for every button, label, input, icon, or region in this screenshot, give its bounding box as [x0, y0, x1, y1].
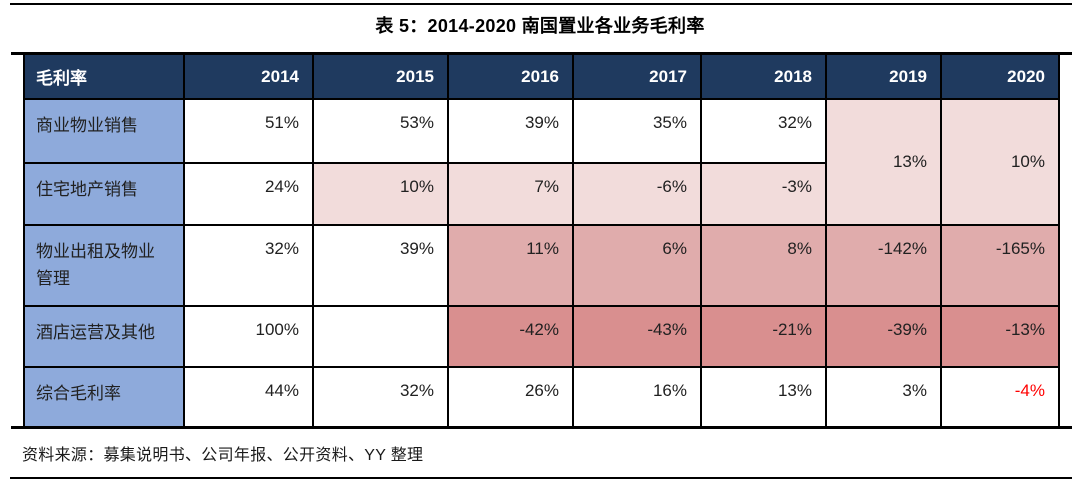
column-header-2020: 2020: [940, 55, 1060, 100]
table-top-rule: [11, 52, 1072, 55]
data-cell: -13%: [940, 305, 1060, 368]
data-cell: 3%: [825, 366, 942, 426]
column-header-2018: 2018: [700, 55, 827, 100]
data-cell: 24%: [183, 162, 314, 226]
data-cell: 44%: [183, 366, 314, 426]
data-cell: -43%: [572, 305, 702, 368]
data-cell: 39%: [447, 98, 574, 164]
data-cell: 10%: [312, 162, 449, 226]
table-title: 表 5：2014-2020 南国置业各业务毛利率: [375, 16, 705, 36]
data-cell: 100%: [183, 305, 314, 368]
table-row-commercial-property-sales: 商业物业销售 51% 53% 39% 35% 32% 13% 10%: [23, 98, 1060, 226]
data-cell: [312, 305, 449, 368]
data-cell: -39%: [825, 305, 942, 368]
column-header-metric: 毛利率: [23, 55, 185, 100]
data-cell-negative: -4%: [940, 366, 1060, 426]
column-header-2014: 2014: [183, 55, 314, 100]
table-header-row: 毛利率 2014 2015 2016 2017 2018 2019 2020: [23, 55, 1060, 100]
data-cell: 7%: [447, 162, 574, 226]
data-cell: 32%: [700, 98, 827, 164]
data-cell: 51%: [183, 98, 314, 164]
row-label: 酒店运营及其他: [23, 305, 185, 368]
data-cell: 35%: [572, 98, 702, 164]
row-label: 住宅地产销售: [23, 162, 185, 226]
data-cell: 16%: [572, 366, 702, 426]
column-header-2019: 2019: [825, 55, 942, 100]
table-row-residential-real-estate-sales: 住宅地产销售 24% 10% 7% -6% -3%: [23, 162, 1059, 226]
data-cell: 32%: [312, 366, 449, 426]
table-row-property-leasing-and-management: 物业出租及物业管理 32% 39% 11% 6% 8% -142% -165%: [23, 224, 1060, 307]
data-cell: 11%: [447, 224, 574, 307]
table-row-overall-gross-margin: 综合毛利率 44% 32% 26% 16% 13% 3% -4%: [23, 366, 1060, 426]
bottom-divider: [10, 477, 1072, 479]
data-cell-merged-2019: 13%: [825, 98, 942, 226]
data-cell: 8%: [700, 224, 827, 307]
row-label: 商业物业销售: [23, 98, 185, 164]
data-cell: 39%: [312, 224, 449, 307]
data-cell: 13%: [700, 366, 827, 426]
column-header-2016: 2016: [447, 55, 574, 100]
column-header-2017: 2017: [572, 55, 702, 100]
data-cell: 32%: [183, 224, 314, 307]
data-cell: -21%: [700, 305, 827, 368]
row-label: 综合毛利率: [23, 366, 185, 426]
gross-margin-table: 毛利率 2014 2015 2016 2017 2018 2019 2020 商…: [23, 55, 1060, 426]
data-cell: -6%: [572, 162, 702, 226]
top-divider: [10, 3, 1072, 5]
column-header-2015: 2015: [312, 55, 449, 100]
table-bottom-rule: [11, 426, 1072, 429]
data-cell: -3%: [700, 162, 827, 226]
data-cell-merged-2020: 10%: [940, 98, 1060, 226]
table-band: 毛利率 2014 2015 2016 2017 2018 2019 2020 商…: [11, 52, 1072, 429]
data-cell: 26%: [447, 366, 574, 426]
data-cell: -165%: [940, 224, 1060, 307]
row-label: 物业出租及物业管理: [23, 224, 185, 307]
table-row-hotel-operations-and-others: 酒店运营及其他 100% -42% -43% -21% -39% -13%: [23, 305, 1060, 368]
source-note: 资料来源：募集说明书、公司年报、公开资料、YY 整理: [22, 447, 424, 464]
data-cell: 6%: [572, 224, 702, 307]
data-cell: -42%: [447, 305, 574, 368]
data-cell: 53%: [312, 98, 449, 164]
data-cell: -142%: [825, 224, 942, 307]
